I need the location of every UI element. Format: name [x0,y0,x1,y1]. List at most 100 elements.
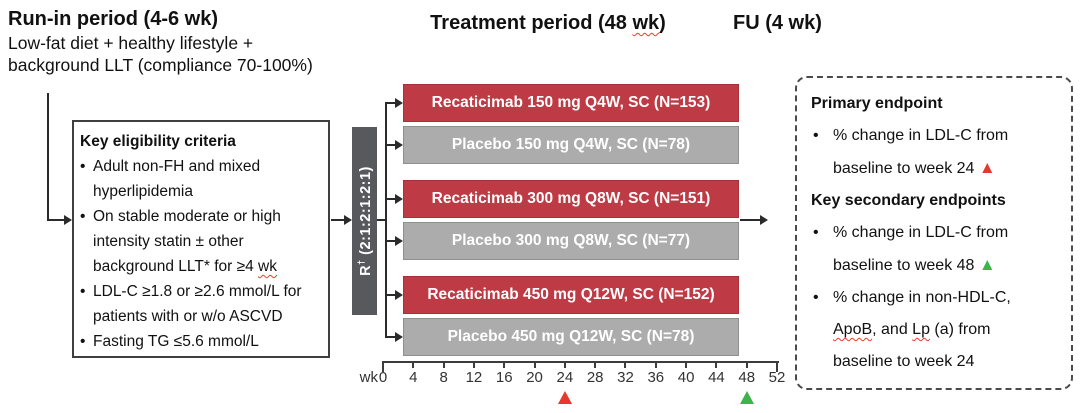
eligibility-item-ldlc: • LDL-C ≥1.8 or ≥2.6 mmol/L for patients… [80,279,326,329]
secondary-endpoint-2-squiggle-apob: ApoB [833,321,873,338]
run-in-period-subtitle: Low-fat diet + healthy lifestyle + backgr… [8,32,368,76]
endpoints-arrow-line [740,219,761,221]
secondary-endpoint-2-text: % change in non-HDL-C, ApoB, and Lp (a) … [833,282,1045,378]
axis-tick-label: 32 [617,369,634,386]
secondary-endpoint-2-seg2: , and [872,321,913,338]
dagger-icon: † [355,259,366,265]
axis-tick [442,361,445,368]
branch-spine-line [385,102,387,338]
branch-arm-line [385,102,396,104]
week-axis-unit-label: wk [359,369,378,386]
axis-tick-label: 20 [526,369,543,386]
red-triangle-icon: ▲ [978,158,996,177]
axis-tick [776,361,779,372]
randomization-entry-arrowhead-icon [344,215,352,225]
axis-tick-label: 12 [465,369,483,386]
elbow-connector-vertical-line [47,93,49,221]
eligibility-item-text-main: On stable moderate or high intensity sta… [93,208,281,275]
axis-tick [563,361,566,368]
randomization-label: R† (2:1:2:1:2:1) [356,166,374,276]
axis-tick [503,361,506,368]
arm-bar-placebo-300: Placebo 300 mg Q8W, SC (N=77) [403,222,739,260]
primary-endpoint-text: % change in LDL-C from baseline to week … [833,120,1045,185]
secondary-endpoint-week-marker-green-triangle-icon [739,391,754,404]
randomization-r: R [357,264,374,276]
branch-arm-arrowhead-icon [395,98,403,108]
axis-tick [472,361,475,368]
axis-tick [412,361,415,368]
bullet-icon: • [80,158,86,175]
follow-up-title: FU (4 wk) [733,12,822,34]
primary-endpoint-item: • % change in LDL-C from baseline to wee… [811,120,1061,185]
axis-tick [715,361,718,368]
secondary-endpoint-item-2: • % change in non-HDL-C, ApoB, and Lp (a… [811,282,1061,378]
branch-arm-line [385,336,396,338]
treatment-title-squiggle-word: wk [632,12,660,34]
secondary-endpoint-1-text: % change in LDL-C from baseline to week … [833,217,1045,282]
axis-tick-label: 4 [409,369,418,386]
axis-tick [745,361,748,368]
axis-tick-label: 48 [738,369,756,386]
endpoints-box: Primary endpoint • % change in LDL-C fro… [795,76,1073,390]
treatment-title-text: Treatment period (48 [430,12,633,34]
run-in-period-title: Run-in period (4-6 wk) [8,8,218,30]
randomization-bar: R† (2:1:2:1:2:1) [352,127,377,315]
axis-tick [624,361,627,368]
bullet-icon: • [80,208,86,225]
bullet-icon: • [813,127,819,144]
branch-arm-arrowhead-icon [395,332,403,342]
branch-arm-arrowhead-icon [395,290,403,300]
axis-tick-label: 36 [647,369,665,386]
primary-endpoint-week-marker-red-triangle-icon [557,391,572,404]
axis-tick-label: 44 [708,369,725,386]
eligibility-item-text: On stable moderate or high intensity sta… [93,204,326,279]
arm-bar-recaticimab-300: Recaticimab 300 mg Q8W, SC (N=151) [403,180,739,218]
secondary-endpoint-item-1: • % change in LDL-C from baseline to wee… [811,217,1061,282]
bullet-icon: • [80,283,86,300]
elbow-connector-horizontal-line [47,219,65,221]
secondary-endpoint-2-seg1: % change in non-HDL-C, [833,289,1011,306]
secondary-endpoints-title: Key secondary endpoints [811,192,1006,209]
axis-tick [533,361,536,368]
branch-arm-line [385,144,396,146]
eligibility-item-statin: • On stable moderate or high intensity s… [80,204,326,279]
eligibility-item-text: Fasting TG ≤5.6 mmol/L [93,329,326,354]
axis-tick-label: 8 [439,369,448,386]
eligibility-item-nonfh: • Adult non-FH and mixed hyperlipidemia [80,154,326,204]
week-axis-line [383,361,779,363]
axis-tick [382,361,384,372]
branch-arm-line [385,294,396,296]
branch-arm-arrowhead-icon [395,236,403,246]
branch-arm-arrowhead-icon [395,194,403,204]
axis-tick-label: 28 [586,369,604,386]
axis-tick-label: 24 [556,369,574,386]
run-in-subtitle-line1: Low-fat diet + healthy lifestyle + [8,33,254,53]
axis-tick [654,361,657,368]
branch-arm-line [385,240,396,242]
eligibility-item-text-main: Adult non-FH and mixed hyperlipidemia [93,158,261,200]
secondary-endpoint-2-seg3: (a) from baseline to week 24 [833,321,991,370]
axis-tick-label: 52 [768,369,786,386]
axis-tick [594,361,597,368]
bullet-icon: • [813,289,819,306]
run-in-subtitle-line2: background LLT (compliance 70-100%) [8,55,313,75]
eligibility-item-text-main: Fasting TG ≤5.6 mmol/L [93,333,259,350]
treatment-title-close: ) [659,12,666,34]
bullet-icon: • [813,224,819,241]
eligibility-criteria-box: Key eligibility criteria • Adult non-FH … [72,120,330,358]
eligibility-item-text: LDL-C ≥1.8 or ≥2.6 mmol/L for patients w… [93,279,326,329]
primary-endpoint-title: Primary endpoint [811,95,943,112]
arm-bar-recaticimab-450: Recaticimab 450 mg Q12W, SC (N=152) [403,276,739,314]
eligibility-item-squiggle: wk [258,258,277,275]
secondary-endpoint-2-squiggle-lp: Lp [912,321,930,338]
endpoints-arrowhead-icon [760,215,768,225]
eligibility-item-tg: • Fasting TG ≤5.6 mmol/L [80,329,326,354]
arm-bar-recaticimab-150: Recaticimab 150 mg Q4W, SC (N=153) [403,84,739,122]
primary-endpoint-text-main: % change in LDL-C from baseline to week … [833,127,1009,177]
secondary-endpoint-1-text-main: % change in LDL-C from baseline to week … [833,224,1009,274]
axis-tick [685,361,688,368]
axis-tick-label: 16 [495,369,513,386]
randomization-entry-line [331,219,345,221]
green-triangle-icon: ▲ [978,255,996,274]
